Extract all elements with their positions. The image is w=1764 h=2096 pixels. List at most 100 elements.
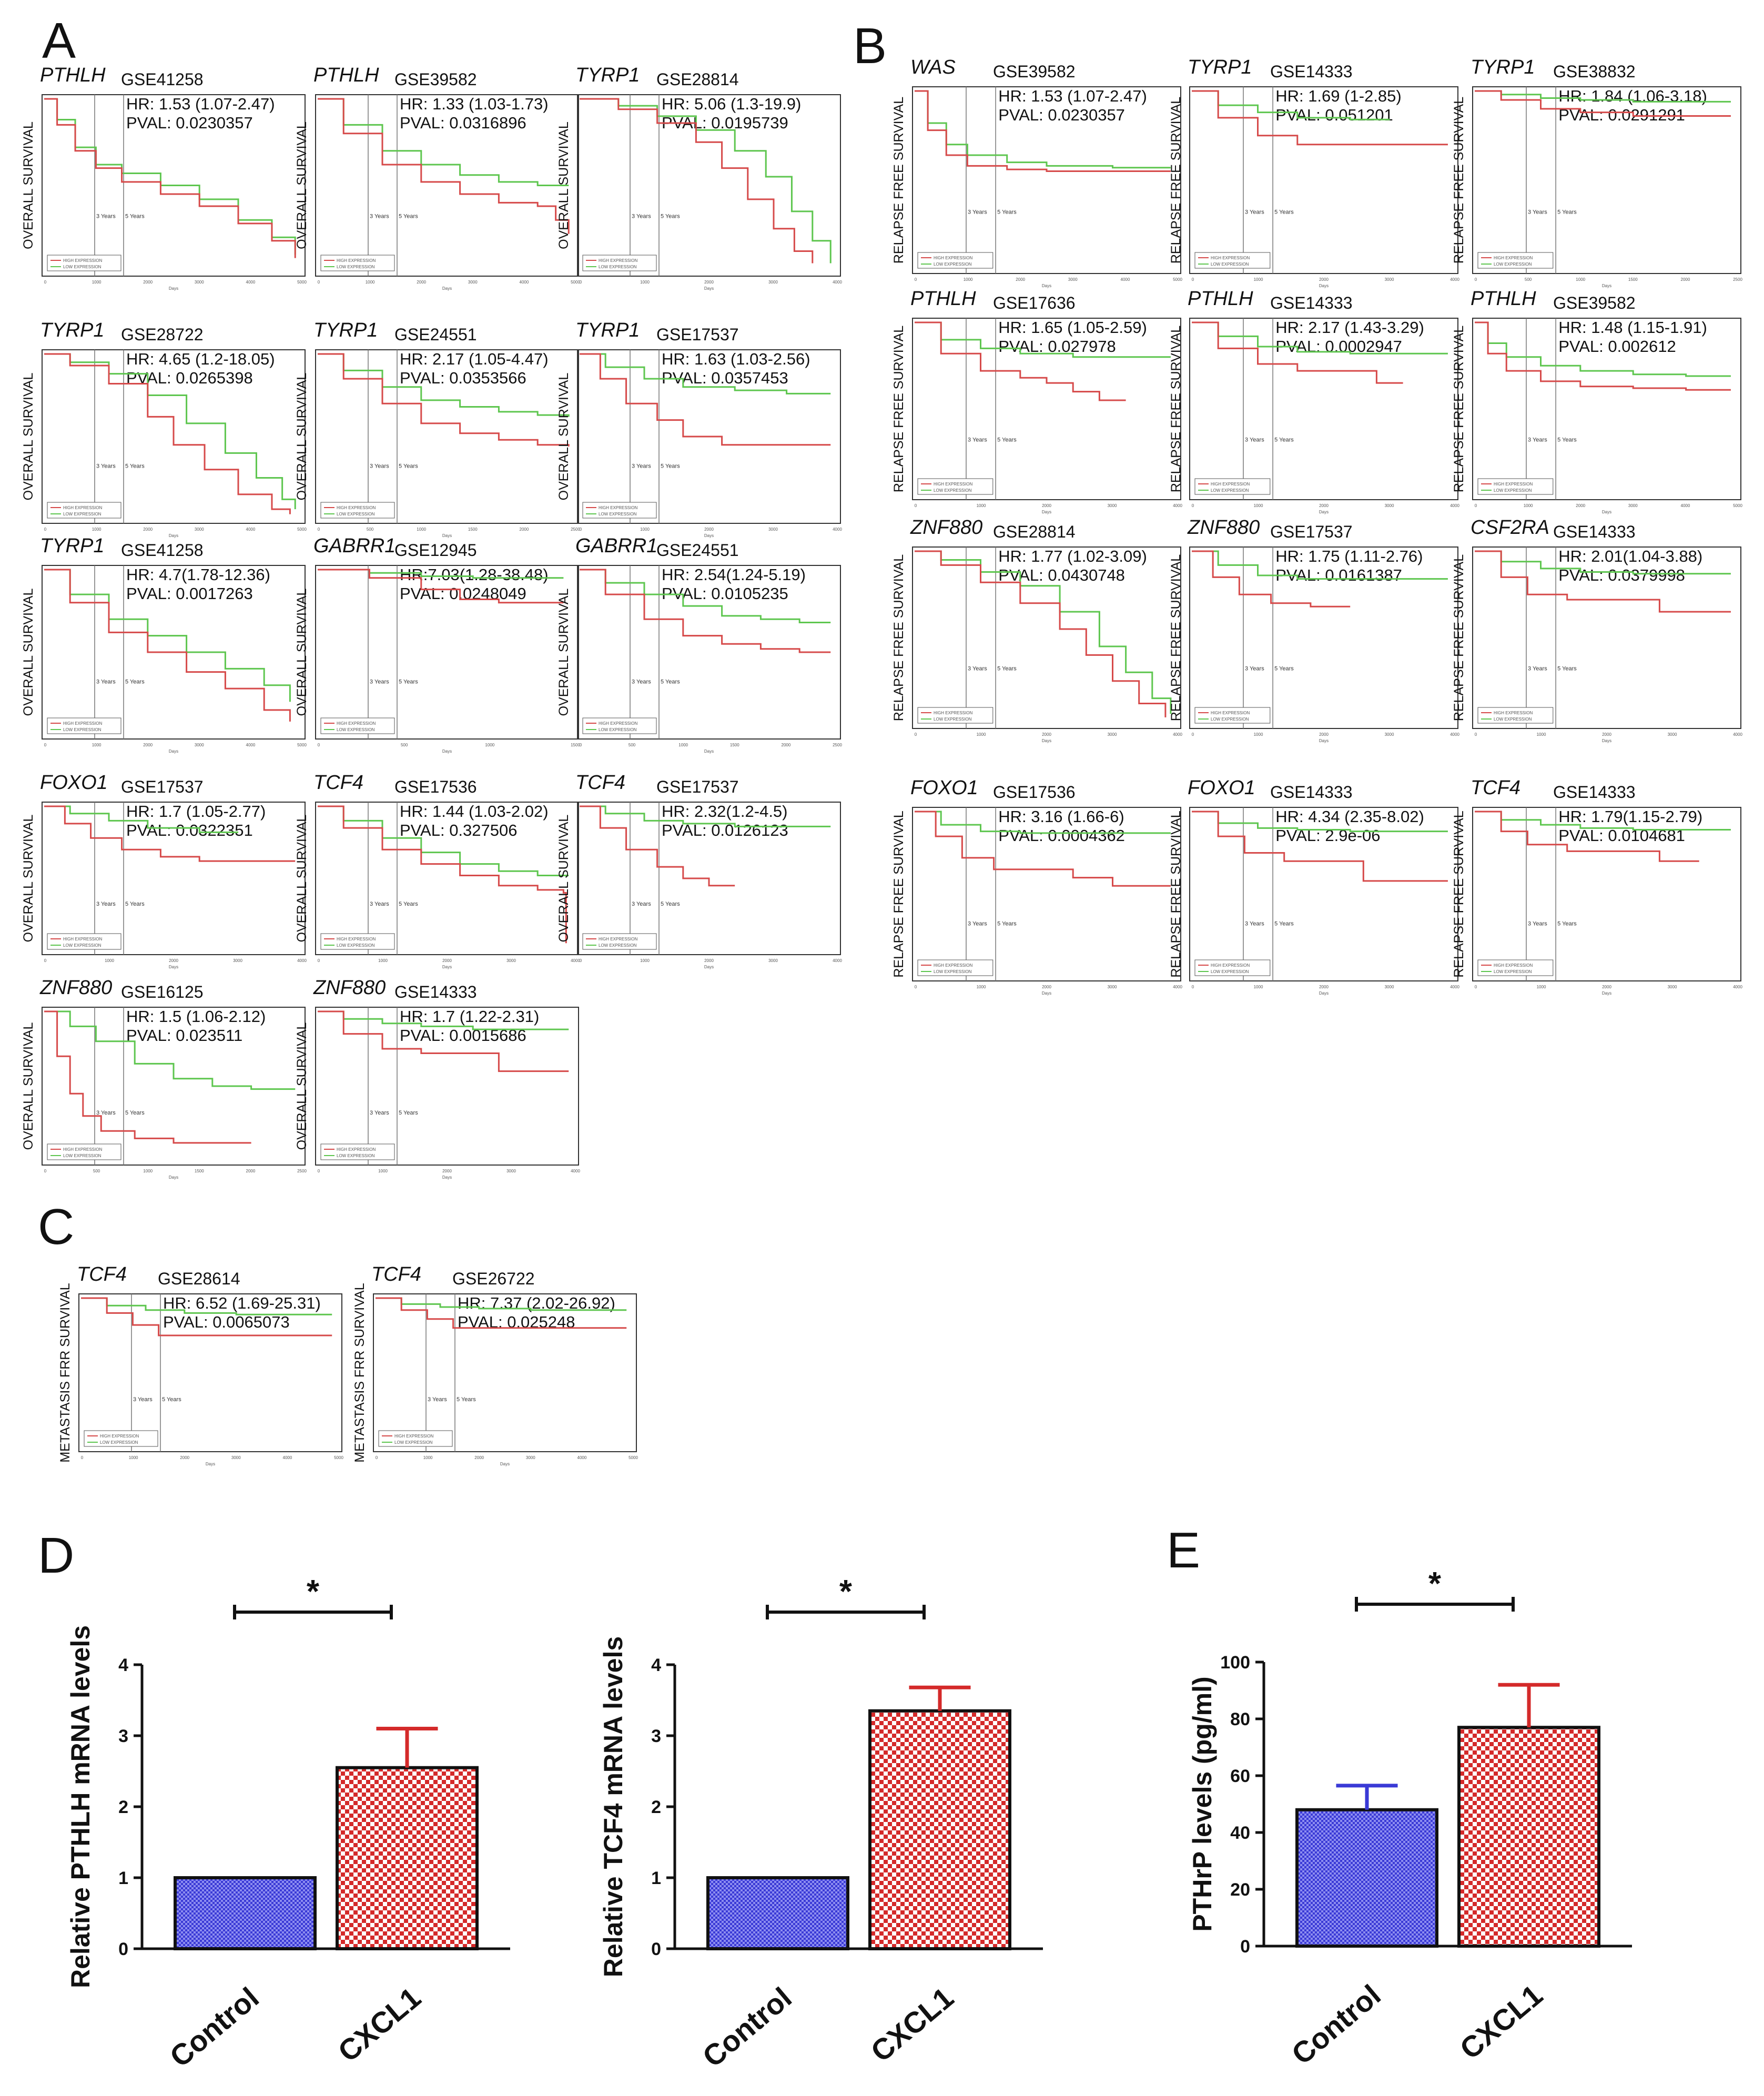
km-legend-box (582, 255, 657, 271)
bar-y-tick-label: 2 (118, 1797, 128, 1817)
km-curve-red (318, 353, 570, 447)
km-legend-low: LOW EXPRESSION (934, 488, 972, 493)
km-legend-high: HIGH EXPRESSION (1494, 256, 1533, 260)
bar-category-label: Control (696, 1981, 798, 2073)
km-5year-label: 5 Years (661, 463, 680, 469)
km-x-tick: 0 (376, 1455, 378, 1460)
km-hr-label: HR: 1.7 (1.22-2.31) (400, 1007, 539, 1026)
significance-star: * (1428, 1566, 1442, 1602)
km-x-axis-label: Days (169, 749, 178, 754)
bar-cxcl1 (1457, 1726, 1600, 1948)
km-x-tick: 1000 (977, 732, 986, 737)
km-plot-0-5: TYRP1 GSE17537 HR: 1.63 (1.03-2.56)PVAL: 0… (556, 319, 842, 538)
km-pval-label: PVAL: 0.0353566 (400, 369, 526, 387)
km-dataset-label: GSE24551 (394, 325, 477, 344)
km-legend-high: HIGH EXPRESSION (1494, 963, 1533, 968)
km-x-tick: 0 (81, 1455, 84, 1460)
km-curve-green (580, 569, 831, 623)
km-legend-box (917, 252, 993, 269)
km-x-tick: 500 (628, 743, 636, 747)
km-3year-label: 3 Years (1528, 437, 1547, 443)
panel-label-e: E (1167, 1522, 1200, 1578)
bar-y-tick-label: 80 (1230, 1709, 1250, 1729)
km-pval-label: PVAL: 0.002612 (1558, 337, 1676, 356)
km-x-tick: 0 (44, 743, 47, 747)
km-curve-red (580, 98, 814, 264)
km-x-tick: 4000 (1450, 503, 1459, 508)
km-curve-red (580, 569, 831, 653)
km-legend-box (320, 1143, 395, 1160)
km-gene-label: TYRP1 (313, 319, 378, 341)
km-plot-frame (1472, 546, 1741, 729)
km-x-tick: 1500 (571, 743, 580, 747)
km-dataset-label: GSE17536 (394, 777, 477, 796)
km-x-tick: 5000 (297, 743, 307, 747)
km-x-axis-label: Days (500, 1462, 510, 1466)
km-dataset-label: GSE28614 (158, 1269, 240, 1288)
km-legend-low: LOW EXPRESSION (100, 1440, 138, 1445)
km-x-tick: 3000 (1668, 985, 1677, 989)
km-legend-high: HIGH EXPRESSION (63, 505, 102, 510)
km-legend-high: HIGH EXPRESSION (337, 258, 376, 263)
km-3year-label: 3 Years (632, 901, 651, 907)
km-legend-low: LOW EXPRESSION (1211, 488, 1249, 493)
km-3year-label: 3 Years (96, 901, 116, 907)
km-legend-high: HIGH EXPRESSION (599, 258, 637, 263)
km-dataset-label: GSE28722 (121, 325, 204, 344)
km-legend-box (320, 502, 395, 519)
km-plot-frame (912, 318, 1181, 500)
km-5year-label: 5 Years (1274, 920, 1294, 927)
km-plot-0-6: TYRP1 GSE41258 HR: 4.7(1.78-12.36)PVAL: 0.… (21, 535, 307, 754)
km-legend-box (582, 502, 657, 519)
km-legend-high: HIGH EXPRESSION (1494, 711, 1533, 715)
km-x-tick: 1000 (977, 985, 986, 989)
km-dataset-label: GSE17536 (993, 783, 1076, 802)
km-gene-label: GABRR1 (313, 535, 396, 557)
km-plot-frame (912, 86, 1181, 274)
km-x-axis-label: Days (442, 1175, 452, 1180)
km-3year-label: 3 Years (370, 679, 389, 685)
km-curve-red (44, 98, 296, 258)
km-dataset-label: GSE39582 (394, 70, 477, 89)
km-3year-label: 3 Years (632, 463, 651, 469)
km-plot-frame (315, 349, 579, 524)
km-dataset-label: GSE28814 (656, 70, 739, 89)
km-3year-label: 3 Years (370, 214, 389, 220)
km-gene-label: TYRP1 (1471, 56, 1535, 78)
km-hr-label: HR: 2.17 (1.43-3.29) (1275, 318, 1424, 337)
km-x-tick: 3000 (195, 527, 204, 532)
km-curve-red (318, 569, 564, 604)
km-y-axis-label: OVERALL SURVIVAL (21, 815, 36, 943)
km-x-tick: 3000 (506, 1169, 516, 1173)
km-dataset-label: GSE17537 (656, 325, 739, 344)
km-5year-label: 5 Years (661, 901, 680, 907)
km-5year-label: 5 Years (457, 1396, 476, 1403)
km-plot-frame (577, 94, 841, 277)
km-curve-red (1475, 550, 1731, 613)
km-3year-label: 3 Years (1245, 666, 1264, 672)
km-plot-frame (42, 1007, 306, 1166)
km-x-tick: 2000 (704, 527, 714, 532)
km-legend-box (1477, 707, 1554, 724)
km-legend-high: HIGH EXPRESSION (934, 482, 972, 487)
km-x-tick: 4000 (246, 280, 256, 285)
km-x-tick: 3000 (233, 958, 242, 963)
km-x-tick: 2000 (1576, 503, 1585, 508)
km-hr-label: HR: 1.53 (1.07-2.47) (998, 87, 1147, 105)
km-gene-label: TYRP1 (575, 319, 640, 341)
km-x-tick: 4000 (246, 743, 256, 747)
km-x-tick: 2500 (571, 527, 580, 532)
bar-cxcl1 (336, 1766, 479, 1950)
km-y-axis-label: RELAPSE FREE SURVIVAL (1169, 554, 1183, 721)
bar-chart-0: 0 1 2 3 4 Relative PTHLH mRNA levels Control CX… (66, 1574, 510, 2073)
km-curve-red (44, 1010, 251, 1144)
km-pval-label: PVAL: 0.0230357 (126, 114, 253, 132)
km-x-tick: 4000 (1733, 732, 1742, 737)
km-plot-2-0: TCF4 GSE28614 HR: 6.52 (1.69-25.31)PVAL: 0… (58, 1263, 343, 1466)
